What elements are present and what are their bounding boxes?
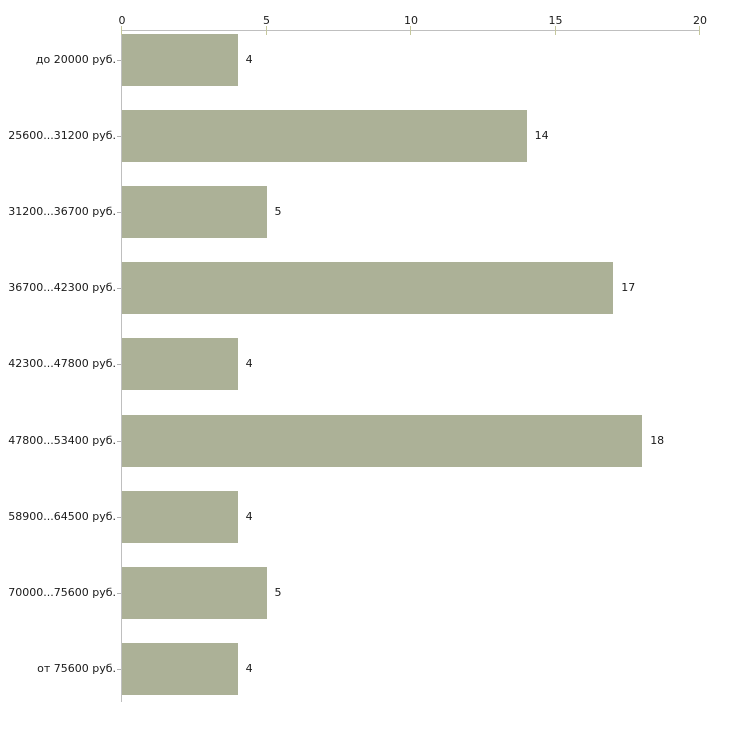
bar <box>122 490 238 543</box>
bar-value-label: 17 <box>621 281 636 295</box>
x-axis-tick-label: 15 <box>548 14 563 27</box>
category-label: до 20000 руб. <box>35 53 116 66</box>
category-label: 31200...36700 руб. <box>8 205 116 219</box>
bar-value-label: 14 <box>534 129 549 143</box>
x-axis-tick-mark <box>265 26 267 35</box>
category-tick-mark <box>117 440 121 442</box>
category-label: 58900...64500 руб. <box>8 509 116 523</box>
x-axis-tick-mark <box>410 26 411 35</box>
bar <box>122 110 527 163</box>
x-axis-tick-mark <box>699 26 700 35</box>
bar <box>122 34 238 86</box>
bar <box>122 414 643 467</box>
bar <box>122 338 238 391</box>
category-tick-mark <box>117 136 121 138</box>
plot-area: 0 5 10 15 20 до 20000 руб. 4 25600...312… <box>8 14 707 702</box>
category-label: 47800...53400 руб. <box>8 433 116 447</box>
category-tick-mark <box>117 592 121 594</box>
bar-value-label: 18 <box>650 433 665 447</box>
bar-row: от 75600 руб. 4 <box>37 642 700 695</box>
bar <box>122 262 614 315</box>
bar-row: 42300...47800 руб. 4 <box>8 338 700 391</box>
bar <box>122 642 238 695</box>
bar-value-label: 5 <box>274 585 282 599</box>
bar-row: 70000...75600 руб. 5 <box>8 566 700 619</box>
bar-value-label: 4 <box>245 357 253 371</box>
bar-value-label: 5 <box>274 205 282 219</box>
category-label: от 75600 руб. <box>37 661 116 675</box>
bar-value-label: 4 <box>245 53 253 66</box>
category-tick-mark <box>117 288 121 290</box>
bar-row: 47800...53400 руб. 18 <box>8 414 700 467</box>
category-tick-mark <box>117 364 121 366</box>
bar <box>122 186 267 239</box>
bar-row: 31200...36700 руб. 5 <box>8 186 700 239</box>
x-axis-tick-label: 20 <box>693 14 707 27</box>
x-axis-tick-mark <box>554 26 556 35</box>
x-axis-tick-label: 0 <box>118 14 126 27</box>
x-axis-tick-label: 10 <box>404 14 418 27</box>
bar-row: 58900...64500 руб. 4 <box>8 490 700 543</box>
category-label: 70000...75600 руб. <box>8 585 116 599</box>
bar-row: 25600...31200 руб. 14 <box>8 110 700 163</box>
bar-value-label: 4 <box>245 661 253 675</box>
x-axis-tick-mark <box>121 26 122 35</box>
category-tick-mark <box>117 212 121 214</box>
x-axis-tick-label: 5 <box>263 14 270 27</box>
bar-row: 36700...42300 руб. 17 <box>8 262 700 315</box>
bar-row: до 20000 руб. 4 <box>36 34 700 86</box>
category-label: 25600...31200 руб. <box>8 129 116 143</box>
bar <box>122 566 267 619</box>
category-label: 42300...47800 руб. <box>8 357 116 371</box>
category-tick-mark <box>117 60 121 61</box>
category-tick-mark <box>117 668 121 670</box>
category-tick-mark <box>117 516 121 518</box>
category-label: 36700...42300 руб. <box>8 281 116 295</box>
bar-value-label: 4 <box>245 509 253 523</box>
